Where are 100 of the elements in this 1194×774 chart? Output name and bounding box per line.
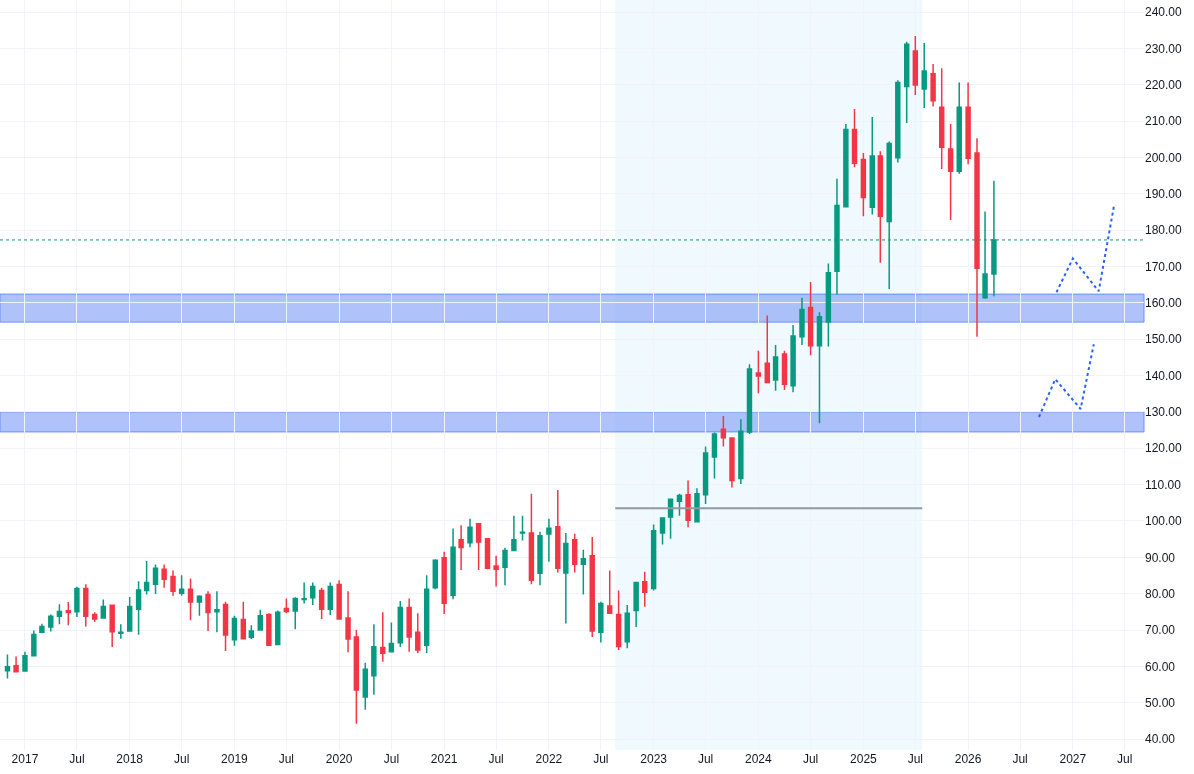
candlestick xyxy=(31,629,37,657)
candlestick xyxy=(755,350,762,395)
x-tick-label: Jul xyxy=(488,752,504,766)
x-tick-label: 2017 xyxy=(11,752,39,766)
x-tick-label: 2027 xyxy=(1059,752,1087,766)
candlestick xyxy=(624,604,630,649)
candlestick xyxy=(406,597,412,653)
x-tick-label: 2025 xyxy=(850,752,878,766)
y-tick-label: 240.00 xyxy=(1145,5,1183,20)
candlestick xyxy=(685,479,691,528)
candlestick xyxy=(214,590,220,633)
candlestick xyxy=(371,623,377,696)
candlestick xyxy=(196,594,203,617)
candlestick xyxy=(187,577,194,621)
candlestick xyxy=(152,563,159,595)
y-tick-label: 160.00 xyxy=(1145,296,1183,311)
candlestick xyxy=(109,603,115,648)
y-tick-label: 190.00 xyxy=(1145,186,1183,201)
candlestick xyxy=(563,532,569,625)
candlestick xyxy=(48,613,54,633)
candlestick xyxy=(642,571,648,608)
candlestick xyxy=(432,558,438,591)
candlestick xyxy=(143,560,150,596)
candlestick xyxy=(301,581,307,605)
candlestick xyxy=(74,586,80,618)
candlestick xyxy=(589,536,595,638)
y-tick-label: 150.00 xyxy=(1145,332,1183,347)
candlestick xyxy=(240,600,247,641)
candlestick xyxy=(126,596,133,632)
candlestick xyxy=(450,527,456,600)
candlestick xyxy=(458,524,464,571)
candlestick xyxy=(746,363,753,435)
x-tick-label: Jul xyxy=(278,752,295,766)
candlestick xyxy=(231,615,238,647)
candlestick xyxy=(825,262,832,348)
candlestick xyxy=(275,609,281,646)
candlestick xyxy=(607,569,613,615)
candlestick xyxy=(807,281,814,356)
candlestick xyxy=(676,492,683,517)
candlestick xyxy=(266,612,272,647)
x-tick-label: Jul xyxy=(173,752,190,766)
candlestick xyxy=(956,81,962,175)
candlestick xyxy=(851,108,858,168)
x-tick-label: 2018 xyxy=(116,752,144,766)
candlestick xyxy=(546,518,552,563)
candlestick xyxy=(938,67,945,170)
candlestick xyxy=(362,662,368,711)
x-tick-label: Jul xyxy=(69,752,85,766)
candlestick xyxy=(615,589,622,651)
candlestick xyxy=(65,601,72,627)
y-tick-label: 50.00 xyxy=(1145,695,1176,710)
y-tick-label: 110.00 xyxy=(1145,477,1182,492)
candlestick xyxy=(598,600,604,644)
candlestick xyxy=(555,489,561,574)
candlestick xyxy=(118,623,124,640)
candlestick xyxy=(56,603,63,625)
y-tick-label: 180.00 xyxy=(1145,223,1183,238)
candlestick xyxy=(764,314,770,384)
y-tick-label: 210.00 xyxy=(1145,114,1183,129)
candlestick xyxy=(502,547,508,587)
candlestick xyxy=(781,350,788,391)
candlestick xyxy=(877,150,884,264)
candlestick xyxy=(415,612,421,654)
candlestick xyxy=(694,487,700,524)
candlestick xyxy=(318,587,325,620)
candlestick xyxy=(580,548,587,596)
x-tick-label: Jul xyxy=(593,752,609,766)
candlestick xyxy=(345,590,351,653)
candlestick xyxy=(729,436,735,489)
candlestick xyxy=(903,41,910,124)
y-tick-label: 80.00 xyxy=(1145,586,1176,601)
y-tick-label: 40.00 xyxy=(1145,732,1176,747)
candlestick xyxy=(702,445,709,505)
y-tick-label: 140.00 xyxy=(1145,368,1183,383)
y-tick-label: 170.00 xyxy=(1145,259,1183,274)
candlestick xyxy=(790,324,796,394)
candlestick xyxy=(633,581,639,628)
candlestick xyxy=(667,497,674,540)
y-tick-label: 230.00 xyxy=(1145,41,1183,56)
x-tick-label: 2020 xyxy=(325,752,353,766)
candlestick xyxy=(327,581,333,616)
y-tick-label: 220.00 xyxy=(1145,77,1183,92)
candlestick xyxy=(39,623,45,635)
candlestick xyxy=(537,531,543,587)
candlestick xyxy=(659,516,666,546)
candlestick xyxy=(292,596,298,631)
candlestick xyxy=(248,624,255,640)
candlestick xyxy=(135,580,142,636)
candlestick xyxy=(711,431,718,480)
candlestick xyxy=(528,492,535,585)
x-tick-label: Jul xyxy=(1012,752,1028,766)
candlestick xyxy=(397,600,403,648)
candlestick xyxy=(13,655,19,673)
candlestick xyxy=(965,81,971,166)
candlestick xyxy=(222,600,229,652)
candlestick xyxy=(720,415,727,448)
candlestick xyxy=(772,344,779,392)
candlestick xyxy=(4,653,11,680)
y-tick-label: 70.00 xyxy=(1145,623,1176,638)
candlestick xyxy=(738,418,744,485)
